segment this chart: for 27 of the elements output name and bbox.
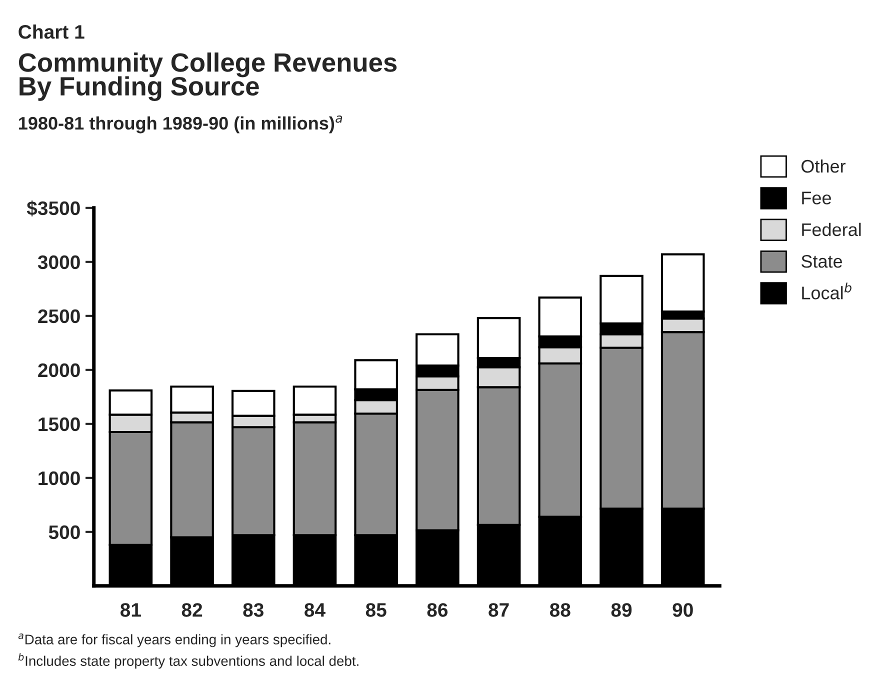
caption: Chart 1	[18, 24, 84, 39]
y-tick-label: 1000	[38, 471, 80, 486]
x-tick-label: 81	[120, 603, 141, 617]
x-tick-label: 87	[488, 603, 509, 617]
text: $^{b}$Includes state property tax subventions and local debt.	[18, 653, 358, 669]
chart-subtitle: 1980-81 through 1989-90 (in millions)$^{a}$	[19, 116, 342, 134]
y-tick-label: 2500	[38, 309, 80, 324]
y-tick-label: 1500	[38, 417, 80, 432]
x-tick-label: 88	[550, 603, 570, 617]
x-tick-label: 86	[427, 603, 448, 617]
legend-label: Fee	[802, 192, 831, 204]
y-tick-label: $3500	[26, 200, 80, 216]
y-tick-label: 2000	[38, 363, 80, 378]
legend-label: Federal	[802, 222, 861, 236]
text: $^{a}$Data are for fiscal years ending in years specified.	[18, 634, 330, 648]
chart-title: Community College Revenues By Funding Source	[18, 52, 397, 101]
x-tick-label: 90	[672, 603, 693, 617]
legend-label: Local$^{b}$	[802, 282, 852, 300]
x-tick-label: 89	[611, 603, 632, 617]
y-tick-label: 500	[48, 525, 80, 540]
legend-label: State	[801, 254, 842, 268]
legend-label: Other	[802, 159, 846, 173]
y-tick-label: 3000	[38, 255, 80, 270]
x-tick-label: 83	[243, 603, 264, 617]
x-tick-label: 85	[366, 603, 386, 617]
x-tick-label: 84	[304, 603, 326, 617]
x-tick-label: 82	[182, 603, 202, 617]
